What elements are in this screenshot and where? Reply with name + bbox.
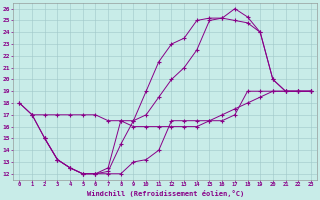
- X-axis label: Windchill (Refroidissement éolien,°C): Windchill (Refroidissement éolien,°C): [86, 190, 244, 197]
